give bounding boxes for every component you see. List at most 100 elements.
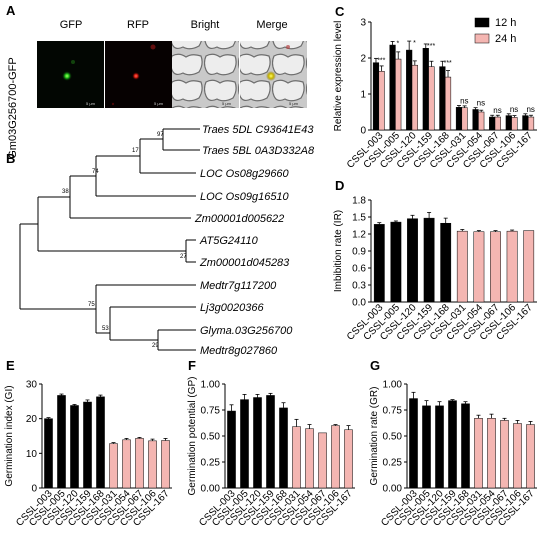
bar-24h-CSSL-167	[527, 116, 535, 131]
taxon-label: Medtr8g027860	[200, 345, 278, 357]
bootstrap-value: 27	[180, 254, 187, 260]
y-tick-label: 1.8	[352, 196, 366, 207]
bar-CSSL-168	[279, 407, 288, 489]
taxon-label: LOC Os09g16510	[200, 191, 290, 203]
bar-12h-CSSL-005	[389, 44, 396, 131]
y-axis-label: Germination potential (GP)	[187, 377, 198, 496]
bar-CSSL-067	[500, 420, 509, 489]
bar-CSSL-003	[44, 418, 53, 489]
bootstrap-value: 38	[62, 189, 69, 195]
bar-12h-CSSL-054	[472, 109, 479, 131]
panel-label-b: B	[6, 151, 15, 166]
significance-annotation: *	[397, 40, 400, 47]
taxon-label: Zm00001d005622	[194, 213, 284, 225]
y-tick-label: 0	[31, 484, 37, 495]
significance-annotation: ***	[444, 60, 452, 67]
bar-CSSL-067	[135, 438, 144, 489]
bar-12h-CSSL-159	[422, 48, 429, 131]
bar-CSSL-106	[513, 423, 522, 489]
panel-label-d: D	[335, 178, 344, 193]
bar-12h-CSSL-003	[372, 62, 380, 131]
bar-CSSL-159	[448, 400, 457, 489]
y-tick-label: 0.25	[383, 458, 403, 469]
scale-bar-label-bright: 5 μm	[222, 101, 232, 106]
y-tick-label: 0.25	[201, 458, 221, 469]
legend-swatch	[474, 17, 490, 28]
branch-lj3g	[109, 306, 196, 340]
legend-swatch	[474, 33, 490, 44]
taxon-label: Lj3g0020366	[200, 302, 265, 314]
branch-at-zm045	[186, 239, 196, 263]
bar-12h-CSSL-168	[439, 66, 446, 131]
y-tick-label: 0.00	[201, 484, 221, 495]
taxon-label: Glyma.03G256700	[200, 325, 293, 337]
y-tick-label: 0.50	[383, 432, 403, 443]
y-tick-label: 0.0	[352, 298, 366, 309]
panel-label-f: F	[188, 358, 196, 373]
bar-CSSL-159	[83, 401, 92, 489]
significance-annotation: ns	[477, 99, 485, 108]
y-tick-label: 0.75	[383, 406, 403, 417]
bar-CSSL-168	[96, 396, 105, 489]
microscopy-side-label: Gm03G256700-GFP	[7, 57, 19, 159]
y-axis-label: Germination rate (GR)	[369, 387, 380, 486]
significance-annotation: ***	[377, 57, 385, 64]
bar-CSSL-120	[253, 397, 262, 489]
taxon-label: LOC Os08g29660	[200, 168, 290, 180]
bar-12h-CSSL-106	[505, 115, 512, 131]
bar-CSSL-120	[70, 405, 79, 489]
bar-CSSL-067	[490, 231, 501, 303]
bar-CSSL-167	[344, 429, 353, 489]
y-tick-label: 3	[360, 18, 366, 29]
microscopy-image-gfp: 5 μm	[37, 41, 104, 108]
y-tick-label: 0.50	[201, 432, 221, 443]
y-tick-label: 1.00	[201, 380, 221, 391]
y-tick-label: 0.9	[352, 247, 366, 258]
y-tick-label: 30	[26, 380, 38, 391]
microscopy-image-bright: 5 μm	[172, 41, 239, 108]
significance-annotation: ns	[460, 97, 468, 106]
bar-CSSL-159	[266, 395, 275, 489]
column-header-merge: Merge	[256, 19, 287, 31]
bar-CSSL-120	[435, 405, 444, 489]
y-axis-label: Imbibition rate (IR)	[333, 210, 344, 292]
bar-CSSL-054	[305, 428, 314, 489]
significance-annotation: ns	[493, 106, 501, 115]
scale-bar-label-gfp: 5 μm	[86, 101, 96, 106]
taxon-label: Zm00001d045283	[199, 257, 290, 269]
bar-CSSL-005	[390, 221, 402, 303]
bootstrap-value: 74	[92, 169, 99, 175]
bar-CSSL-120	[407, 218, 418, 303]
y-tick-label: 0.3	[352, 281, 366, 292]
y-tick-label: 20	[26, 414, 38, 425]
phylogenetic-tree	[19, 128, 200, 351]
bar-24h-CSSL-005	[395, 58, 402, 131]
y-tick-label: 10	[26, 449, 38, 460]
microscopy-column-headers: GFP RFP Bright Merge	[60, 19, 288, 31]
bar-CSSL-159	[423, 217, 435, 303]
legend-label: 24 h	[495, 33, 516, 45]
bar-24h-CSSL-054	[478, 111, 485, 131]
bar-CSSL-167	[161, 440, 170, 489]
bar-CSSL-031	[292, 426, 301, 489]
bootstrap-value: 97	[157, 132, 164, 138]
bar-CSSL-106	[148, 440, 157, 489]
bar-24h-CSSL-168	[444, 76, 452, 131]
y-tick-label: 1	[360, 90, 366, 101]
bar-12h-CSSL-067	[489, 116, 496, 131]
bar-CSSL-167	[526, 424, 535, 489]
taxon-label: AT5G24110	[199, 235, 259, 247]
bar-CSSL-106	[331, 425, 340, 489]
column-header-bright: Bright	[191, 19, 220, 31]
y-axis-label: Relative expression level	[333, 21, 344, 132]
taxon-label: Traes 5DL C93641E43	[202, 124, 314, 136]
chart-d: 0.0 0.3 0.6 0.9 1.2 1.5 1.8 Imbibition rate (IR…	[333, 196, 537, 343]
microscopy-image-merge: 5 μm	[240, 41, 307, 108]
bar-12h-CSSL-120	[406, 49, 413, 131]
scale-bar-label-rfp: 5 μm	[154, 101, 164, 106]
bar-CSSL-054	[487, 418, 496, 489]
y-tick-label: 1.5	[352, 213, 366, 224]
y-axis-label: Germination index (GI)	[4, 385, 15, 486]
y-tick-label: 1.2	[352, 230, 366, 241]
panel-label-a: A	[6, 3, 16, 18]
